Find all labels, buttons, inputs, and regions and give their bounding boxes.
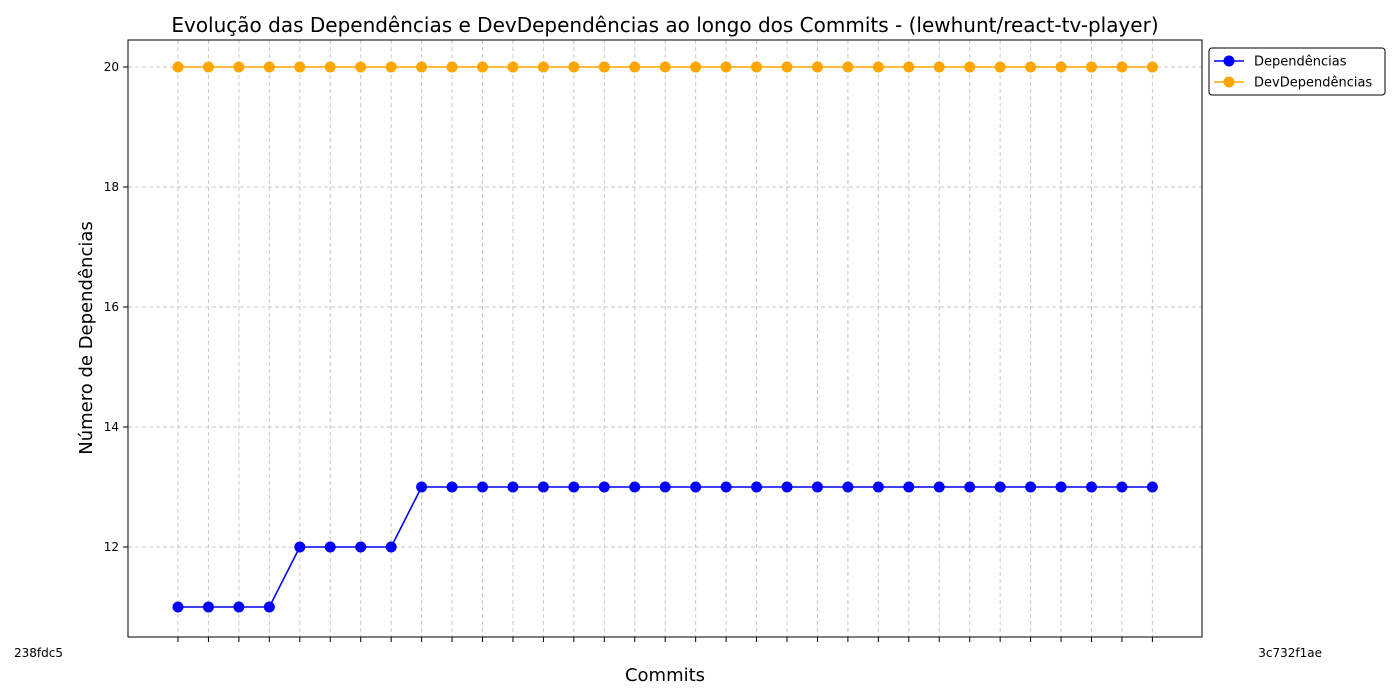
legend-box — [1208, 47, 1386, 96]
data-point — [507, 61, 519, 73]
data-point — [629, 61, 641, 73]
data-point — [233, 601, 245, 613]
data-point — [659, 61, 671, 73]
data-point — [568, 61, 580, 73]
y-tick-label: 12 — [104, 540, 119, 554]
data-point — [994, 481, 1006, 493]
legend-label: Dependências — [1254, 55, 1347, 70]
data-point — [324, 61, 336, 73]
data-point — [202, 601, 214, 613]
data-point — [751, 481, 763, 493]
data-point — [964, 481, 976, 493]
grid — [128, 40, 1202, 637]
data-point — [933, 481, 945, 493]
series-devdependencias — [172, 61, 1158, 73]
data-point — [903, 481, 915, 493]
data-point — [385, 541, 397, 553]
data-point — [446, 481, 458, 493]
data-point — [781, 481, 793, 493]
data-point — [1086, 481, 1097, 493]
legend-label: DevDependências — [1254, 76, 1372, 91]
y-tick-label: 14 — [104, 420, 119, 434]
data-point — [1055, 481, 1067, 493]
data-point — [1146, 481, 1158, 493]
data-point — [537, 61, 549, 73]
data-point — [1025, 61, 1037, 73]
data-point — [385, 61, 397, 73]
data-point — [263, 601, 275, 613]
data-point — [598, 61, 610, 73]
legend: Dependências DevDependências — [1208, 47, 1386, 96]
data-point — [1025, 481, 1037, 493]
series-dependencias — [172, 481, 1158, 613]
data-point — [446, 61, 458, 73]
series-lines — [172, 61, 1158, 613]
y-axis-ticks: 12 14 16 18 20 — [104, 60, 128, 554]
data-point — [903, 61, 915, 73]
data-point — [781, 61, 793, 73]
data-point — [294, 541, 306, 553]
data-point — [659, 481, 671, 493]
x-tick-label-last: 3c732f1ae — [1258, 646, 1322, 660]
data-point — [172, 61, 184, 73]
data-point — [233, 61, 245, 73]
data-point — [811, 481, 823, 493]
data-point — [1116, 61, 1128, 73]
data-point — [690, 61, 702, 73]
x-tick-label-first: 238fdc5 — [14, 646, 63, 660]
data-point — [1116, 481, 1128, 493]
data-point — [598, 481, 610, 493]
data-point — [172, 601, 184, 613]
data-point — [202, 61, 214, 73]
data-point — [416, 481, 428, 493]
data-point — [964, 61, 976, 73]
data-point — [355, 541, 367, 553]
data-point — [324, 541, 336, 553]
data-point — [1055, 61, 1067, 73]
data-point — [1146, 61, 1158, 73]
y-tick-label: 18 — [104, 180, 119, 194]
data-point — [751, 61, 763, 73]
data-point — [720, 61, 732, 73]
y-tick-label: 20 — [104, 60, 119, 74]
y-tick-label: 16 — [104, 300, 119, 314]
x-axis-ticks: 238fdc5 3c732f1ae — [14, 637, 1322, 660]
data-point — [933, 61, 945, 73]
y-axis-label: Número de Dependências — [76, 221, 97, 455]
data-point — [294, 61, 306, 73]
chart-title: Evolução das Dependências e DevDependênc… — [171, 13, 1158, 37]
data-point — [568, 481, 580, 493]
data-point — [811, 61, 823, 73]
data-point — [263, 61, 275, 73]
data-point — [537, 481, 549, 493]
data-point — [872, 481, 884, 493]
legend-marker — [1223, 76, 1235, 88]
data-point — [720, 481, 732, 493]
data-point — [507, 481, 519, 493]
x-axis-label: Commits — [625, 665, 705, 686]
data-point — [842, 481, 854, 493]
data-point — [477, 61, 488, 73]
data-point — [416, 61, 428, 73]
data-point — [690, 481, 702, 493]
data-point — [1086, 61, 1097, 73]
data-point — [629, 481, 641, 493]
legend-marker — [1223, 55, 1235, 67]
data-point — [872, 61, 884, 73]
data-point — [355, 61, 367, 73]
data-point — [477, 481, 488, 493]
data-point — [994, 61, 1006, 73]
data-point — [842, 61, 854, 73]
